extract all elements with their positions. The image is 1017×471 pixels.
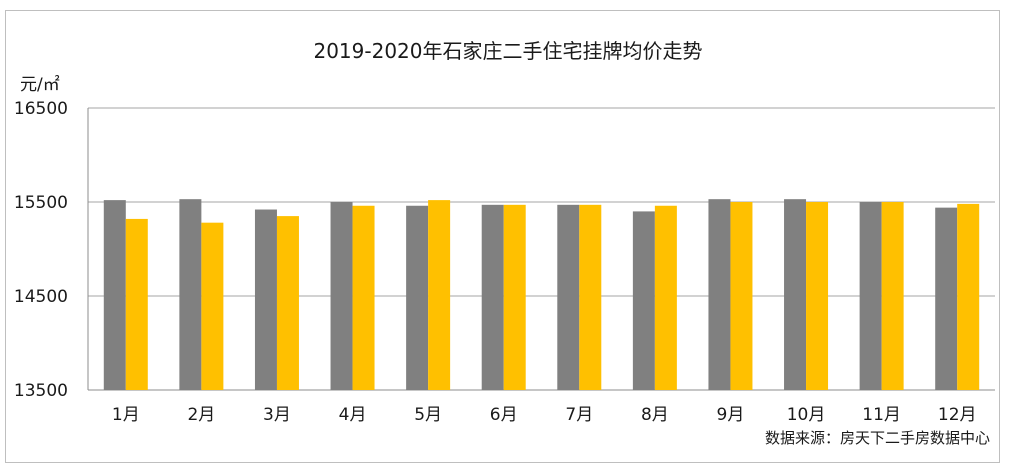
bar-series-1	[859, 202, 882, 390]
bar-series-1	[935, 207, 958, 390]
y-tick-label: 16500	[14, 99, 68, 119]
data-source-note: 数据来源：房天下二手房数据中心	[765, 429, 990, 447]
y-axis-unit: 元/㎡	[20, 75, 60, 95]
x-tick-label: 5月	[414, 405, 442, 425]
bar-series-2	[201, 222, 224, 390]
bar-series-2	[125, 218, 148, 390]
y-tick-label: 13500	[14, 381, 68, 401]
bar-series-1	[632, 211, 655, 390]
x-axis-ticks: 1月 2月 3月 4月 5月 6月 7月 8月 9月 10月 11月 12月	[112, 405, 977, 425]
bar-series-2	[806, 202, 829, 390]
x-tick-label: 6月	[490, 405, 518, 425]
bar-series-1	[254, 209, 277, 390]
bar-series-1	[784, 199, 807, 390]
bar-series-2	[352, 205, 375, 390]
bar-series-1	[557, 204, 580, 390]
bars	[103, 199, 980, 390]
bar-series-1	[179, 199, 202, 390]
bar-series-2	[957, 203, 980, 390]
x-tick-label: 9月	[717, 405, 745, 425]
bar-series-2	[579, 204, 602, 390]
bar-series-2	[881, 202, 904, 390]
gridlines	[87, 107, 995, 391]
x-tick-label: 4月	[339, 405, 367, 425]
y-tick-label: 14500	[14, 287, 68, 307]
bar-series-2	[428, 200, 451, 390]
bar-series-1	[708, 199, 731, 390]
y-axis-ticks: 13500 14500 15500 16500	[14, 99, 68, 401]
y-tick-label: 15500	[14, 193, 68, 213]
chart-frame	[5, 10, 1000, 463]
x-tick-label: 12月	[938, 405, 977, 425]
bar-series-1	[330, 202, 353, 390]
bar-series-2	[503, 204, 526, 390]
x-tick-label: 8月	[641, 405, 669, 425]
x-tick-label: 2月	[187, 405, 215, 425]
bar-series-2	[276, 216, 299, 390]
x-tick-label: 7月	[565, 405, 593, 425]
x-tick-label: 10月	[787, 405, 826, 425]
x-tick-label: 1月	[112, 405, 140, 425]
bar-series-2	[654, 205, 677, 390]
chart-title: 2019-2020年石家庄二手住宅挂牌均价走势	[313, 39, 702, 63]
x-tick-label: 11月	[862, 405, 901, 425]
x-tick-label: 3月	[263, 405, 291, 425]
bar-series-1	[103, 200, 126, 390]
bar-series-1	[481, 204, 504, 390]
bar-series-1	[406, 205, 429, 390]
bar-series-2	[730, 202, 753, 390]
